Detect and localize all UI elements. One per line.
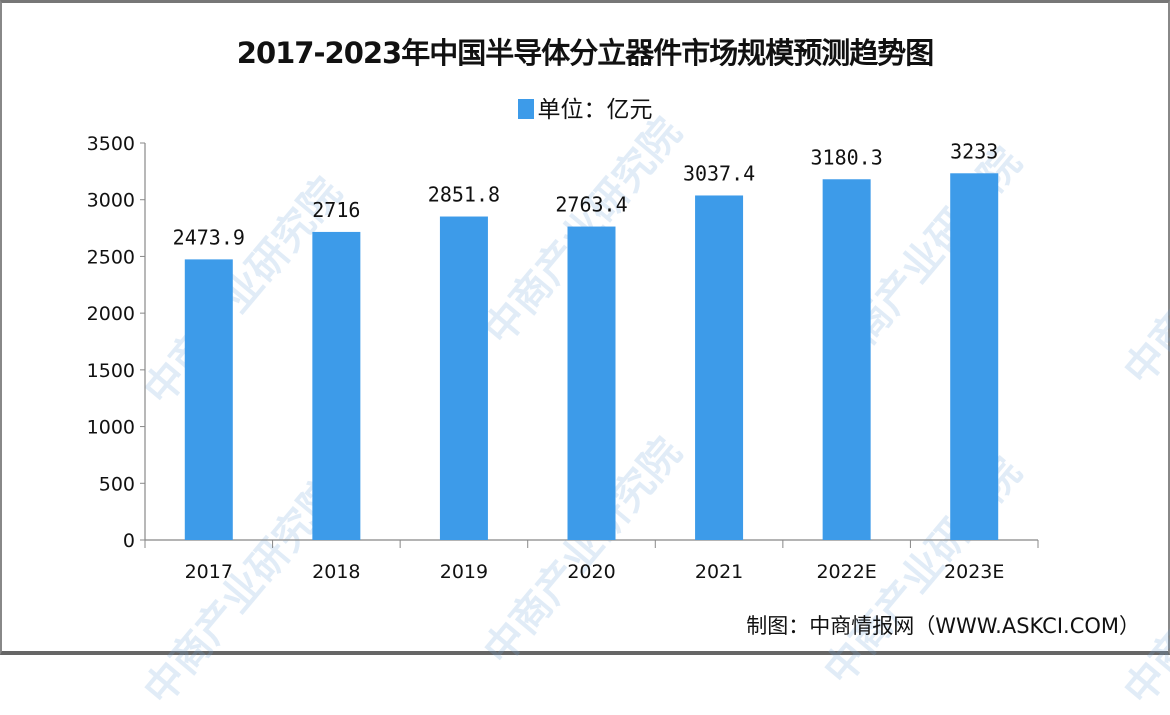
data-label: 2763.4	[555, 193, 627, 217]
x-tick-label: 2018	[312, 561, 360, 583]
x-tick-label: 2020	[567, 561, 615, 583]
chart-title: 2017-2023年中国半导体分立器件市场规模预测趋势图	[236, 36, 934, 70]
legend-label: 单位：亿元	[537, 97, 653, 123]
x-tick-label: 2019	[440, 561, 488, 583]
data-label: 3233	[950, 139, 998, 163]
bar-2019	[439, 216, 488, 540]
bar-2017	[184, 259, 233, 540]
bar-2023E	[950, 173, 999, 540]
bar-chart: 0 500 1000 1500 2000 2500 3000 3500 2473.9 2017 27…	[87, 133, 1039, 583]
bar-2018	[312, 231, 361, 541]
legend-swatch	[517, 99, 534, 119]
bar-2022E	[822, 179, 871, 540]
legend: 单位：亿元	[0, 90, 1170, 124]
y-tick-label: 1000	[87, 417, 135, 439]
x-tick-label: 2022E	[816, 561, 876, 583]
source-note: 制图：中商情报网（WWW.ASKCI.COM）	[746, 614, 1140, 638]
y-tick-label: 2500	[87, 246, 135, 268]
data-label: 2716	[312, 198, 360, 222]
y-tick-label: 500	[99, 473, 135, 495]
data-label: 2851.8	[428, 183, 500, 207]
y-tick-label: 3000	[87, 190, 135, 212]
y-tick-label: 1500	[87, 360, 135, 382]
data-label: 3180.3	[811, 145, 883, 169]
y-tick-label: 2000	[87, 303, 135, 325]
y-tick-label: 3500	[87, 133, 135, 155]
bar-2020	[567, 226, 616, 540]
bar-2021	[695, 195, 744, 541]
data-label: 3037.4	[683, 161, 755, 185]
y-tick-label: 0	[123, 530, 135, 552]
x-tick-label: 2017	[185, 561, 233, 583]
data-label: 2473.9	[173, 225, 245, 249]
x-tick-label: 2021	[695, 561, 743, 583]
x-tick-label: 2023E	[944, 561, 1004, 583]
